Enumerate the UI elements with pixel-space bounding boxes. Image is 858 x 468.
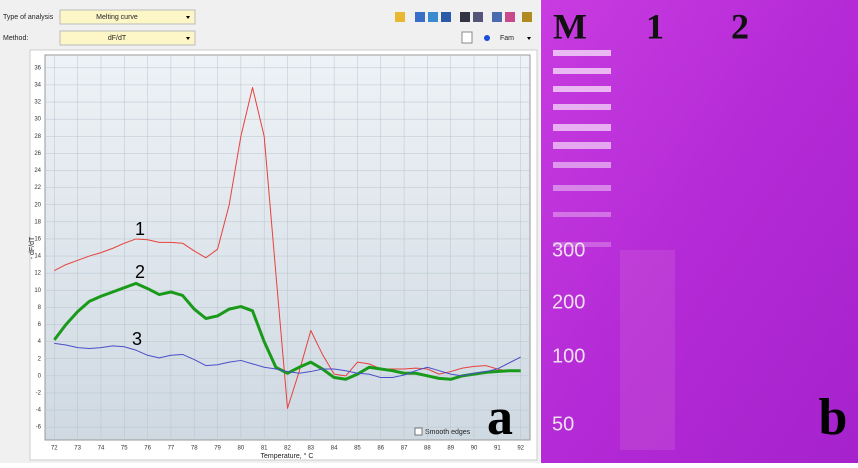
x-tick-label: 79 [214, 446, 221, 452]
channel-dot [484, 35, 490, 41]
toolbar-button[interactable] [522, 12, 532, 22]
y-tick-label: 18 [34, 219, 41, 225]
toolbar-button[interactable] [473, 12, 483, 22]
ladder-band [553, 50, 611, 56]
ladder-band [553, 104, 611, 110]
analysis-value: Melting curve [96, 14, 138, 21]
x-tick-label: 82 [284, 446, 291, 452]
y-tick-label: -2 [36, 391, 42, 397]
lane-label: 2 [731, 6, 749, 46]
ladder-band [553, 124, 611, 131]
y-tick-label: -6 [36, 425, 42, 431]
ladder-size: 100 [552, 345, 585, 367]
x-tick-label: 76 [144, 446, 151, 452]
data-line [54, 87, 521, 409]
toolbar-button[interactable] [505, 12, 515, 22]
lane-label: M [553, 6, 587, 46]
y-tick-label: 14 [34, 254, 41, 260]
x-tick-label: 73 [74, 446, 81, 452]
lane-label: 1 [646, 6, 664, 46]
y-tick-label: 34 [34, 83, 41, 89]
plot: -6-4-20246810121416182022242628303234367… [34, 55, 530, 452]
dropdown-arrow [527, 37, 531, 40]
toolbar-button[interactable] [428, 12, 438, 22]
lane-smear [620, 250, 675, 450]
x-tick-label: 77 [168, 446, 175, 452]
x-tick-label: 81 [261, 446, 268, 452]
x-tick-label: 74 [98, 446, 105, 452]
x-axis-label: Temperature, ° C [261, 452, 314, 460]
x-tick-label: 89 [447, 446, 454, 452]
data-line [53, 281, 521, 381]
method-label: Method: [3, 35, 28, 42]
ladder-band [553, 212, 611, 217]
y-tick-label: 28 [34, 134, 41, 140]
y-tick-label: 12 [34, 271, 41, 277]
y-axis-label: - dF/dT [29, 236, 36, 259]
y-tick-label: 30 [34, 117, 41, 123]
channel-name: Fam [500, 35, 514, 42]
toolbar-button[interactable] [460, 12, 470, 22]
y-tick-label: 0 [38, 373, 42, 379]
y-tick-label: 20 [34, 202, 41, 208]
method-value: dF/dT [108, 35, 127, 42]
ladder-band [553, 242, 611, 247]
y-tick-label: 36 [34, 65, 41, 71]
smooth-label: Smooth edges [425, 429, 471, 436]
x-tick-label: 92 [517, 446, 524, 452]
toolbar-button[interactable] [415, 12, 425, 22]
y-tick-label: 2 [38, 356, 42, 362]
x-tick-label: 91 [494, 446, 501, 452]
panel-label: b [819, 389, 848, 446]
toolbar [395, 12, 532, 22]
series-label: 2 [135, 262, 145, 282]
toolbar-button[interactable] [441, 12, 451, 22]
series-label: 3 [132, 329, 142, 349]
toolbar-button[interactable] [492, 12, 502, 22]
data-line [54, 342, 521, 379]
y-tick-label: 6 [38, 322, 42, 328]
dropdown-arrow [186, 16, 190, 19]
ladder-band [553, 142, 611, 149]
analysis-label: Type of analysis [3, 14, 54, 21]
y-tick-label: 16 [34, 237, 41, 243]
y-tick-label: 4 [38, 339, 42, 345]
ladder-size: 200 [552, 291, 585, 313]
ladder-bands [553, 50, 611, 247]
x-tick-label: 72 [51, 446, 58, 452]
x-tick-label: 78 [191, 446, 198, 452]
x-tick-label: 84 [331, 446, 338, 452]
ladder-band [553, 68, 611, 74]
ladder-band [553, 185, 611, 191]
ladder-size: 300 [552, 239, 585, 261]
smooth-checkbox[interactable] [414, 427, 423, 436]
series-label: 1 [135, 219, 145, 239]
x-tick-label: 80 [238, 446, 245, 452]
y-tick-label: 22 [34, 185, 41, 191]
y-tick-label: 8 [38, 305, 42, 311]
dropdown-arrow [186, 37, 190, 40]
x-tick-label: 83 [307, 446, 314, 452]
gel-image [541, 0, 858, 463]
panel-label: a [487, 389, 513, 446]
analysis-dropdown[interactable] [59, 9, 196, 25]
toolbar-button[interactable] [395, 12, 405, 22]
y-tick-label: 10 [34, 288, 41, 294]
x-tick-label: 75 [121, 446, 128, 452]
x-tick-label: 90 [471, 446, 478, 452]
y-tick-label: 32 [34, 100, 41, 106]
ladder-size: 50 [552, 413, 574, 435]
y-tick-label: 24 [34, 168, 41, 174]
x-tick-label: 88 [424, 446, 431, 452]
x-tick-label: 86 [377, 446, 384, 452]
ladder-band [553, 162, 611, 168]
ladder-band [553, 86, 611, 92]
x-tick-label: 87 [401, 446, 408, 452]
channel-button[interactable] [461, 31, 473, 44]
method-dropdown[interactable] [59, 30, 196, 46]
x-tick-label: 85 [354, 446, 361, 452]
y-tick-label: 26 [34, 151, 41, 157]
y-tick-label: -4 [36, 408, 42, 414]
